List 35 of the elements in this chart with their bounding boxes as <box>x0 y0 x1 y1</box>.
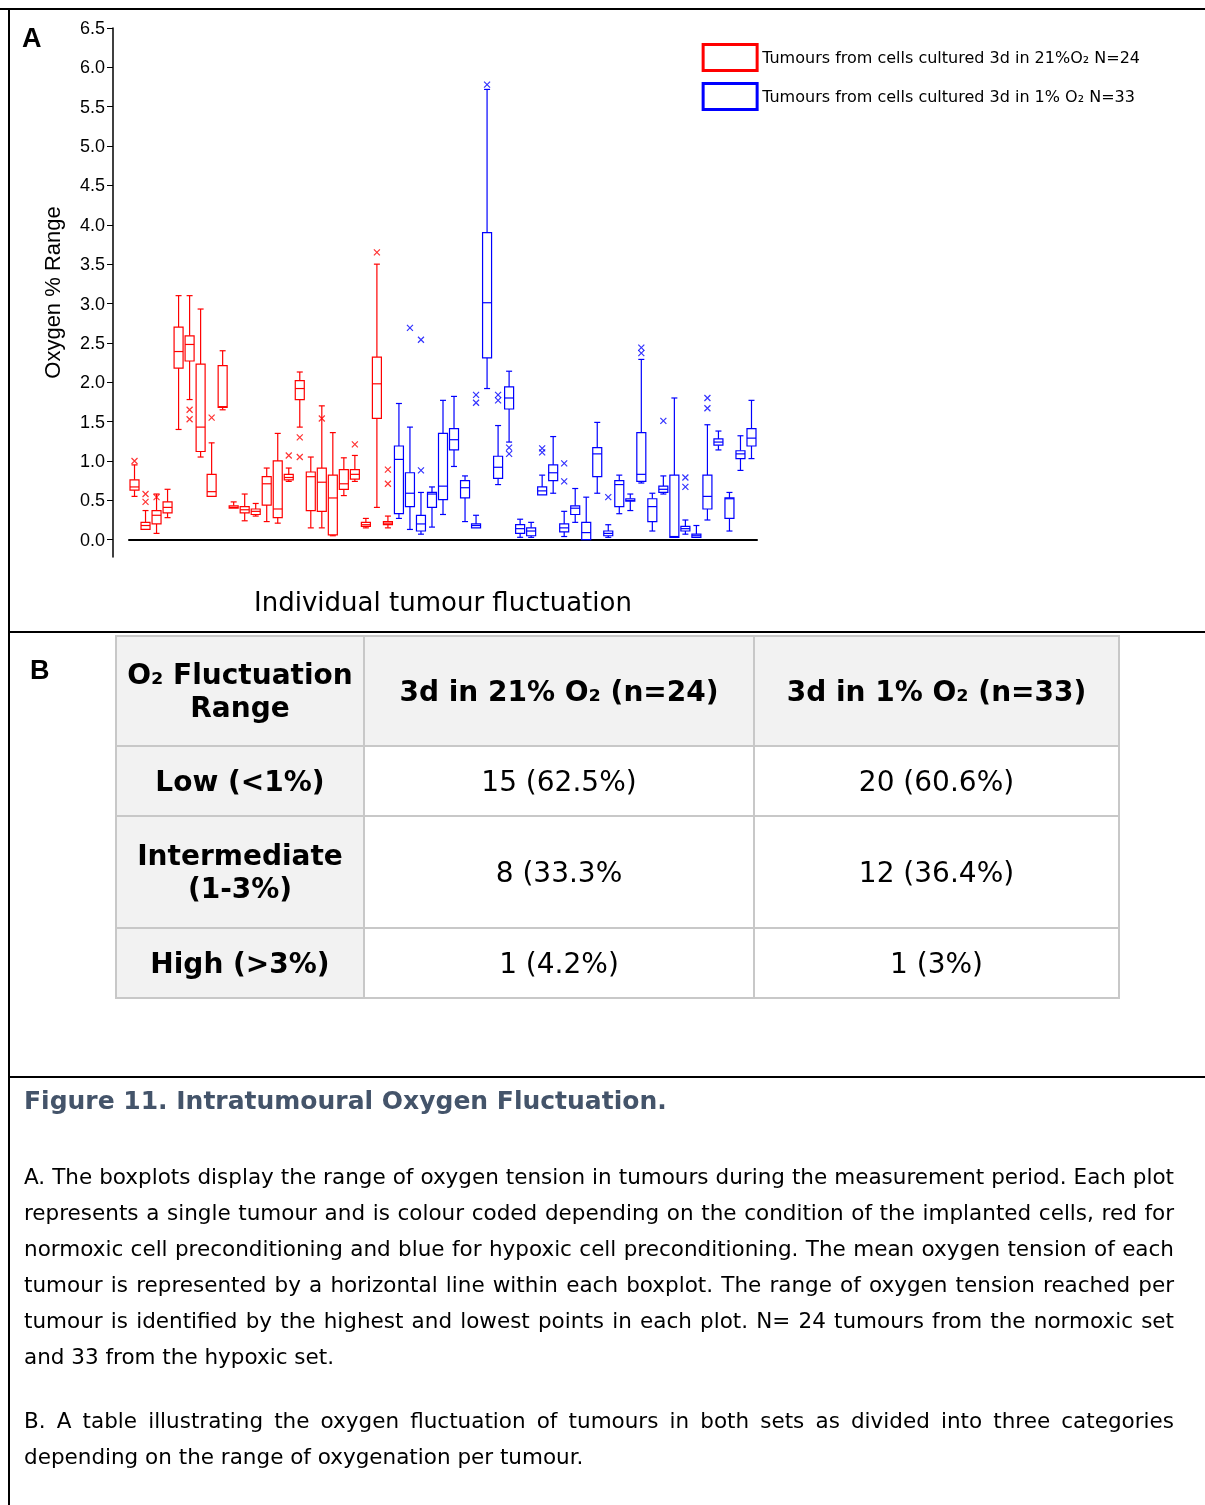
y-tick-label: 6.5 <box>79 18 105 38</box>
y-tick-label: 5.0 <box>79 136 105 157</box>
text: High (>3%) <box>116 928 364 998</box>
text: 15 (62.5%) <box>364 746 754 816</box>
legend-label: Tumours from cells cultured 3d in 1% O₂ N=33 <box>761 87 1135 106</box>
text: A. The boxplots display the range of oxygen tension in tumours during the measurement period. Each plot represents a single tumour and is colour coded depending on the condition of the implanted cells, red for normoxic cell preconditioning and blue for hypoxic cell preconditioning. The mean oxygen tension of each tumour is represented by a horizontal line within each boxplot. The range of oxygen tension reached per tumour is identified by the highest and lowest points in each plot. N= 24 tumours from the normoxic set and 33 from the hypoxic set. <box>24 1163 1174 1371</box>
y-tick-label: 3.5 <box>79 254 105 275</box>
y-tick-label: 0.0 <box>79 529 105 550</box>
text: Intermediate (1-3%) <box>116 816 364 928</box>
text: 8 (33.3% <box>364 816 754 928</box>
text: 20 (60.6%) <box>754 746 1119 816</box>
text: 1 (4.2%) <box>364 928 754 998</box>
y-tick-label: 1.0 <box>79 450 105 471</box>
text: B. A table illustrating the oxygen fluctuation of tumours in both sets as divided into three categories depending on the range of oxygenation per tumour. <box>24 1407 1174 1471</box>
y-tick-label: 0.5 <box>79 490 105 511</box>
y-tick-label: 6.0 <box>79 57 105 78</box>
text: 12 (36.4%) <box>754 816 1119 928</box>
text: A <box>22 22 42 53</box>
y-tick-label: 2.5 <box>79 332 105 353</box>
y-tick-label: 3.0 <box>79 293 105 314</box>
text: Low (<1%) <box>116 746 364 816</box>
y-tick-label: 4.0 <box>79 214 105 235</box>
y-tick-label: 1.5 <box>79 411 105 432</box>
text: Figure 11. Intratumoural Oxygen Fluctuation. <box>24 1086 668 1115</box>
text: 1 (3%) <box>754 928 1119 998</box>
y-axis-title: Oxygen % Range <box>39 206 65 379</box>
text: O₂ Fluctuation Range <box>116 636 364 746</box>
legend-label: Tumours from cells cultured 3d in 21%O₂ N=24 <box>761 48 1141 67</box>
y-tick-label: 5.5 <box>79 96 105 117</box>
text: 3d in 1% O₂ (n=33) <box>754 636 1119 746</box>
y-tick-label: 4.5 <box>79 175 105 196</box>
x-axis-title: Individual tumour fluctuation <box>254 587 632 617</box>
text: 3d in 21% O₂ (n=24) <box>364 636 754 746</box>
y-tick-label: 2.0 <box>79 372 105 393</box>
text: B <box>30 655 50 686</box>
